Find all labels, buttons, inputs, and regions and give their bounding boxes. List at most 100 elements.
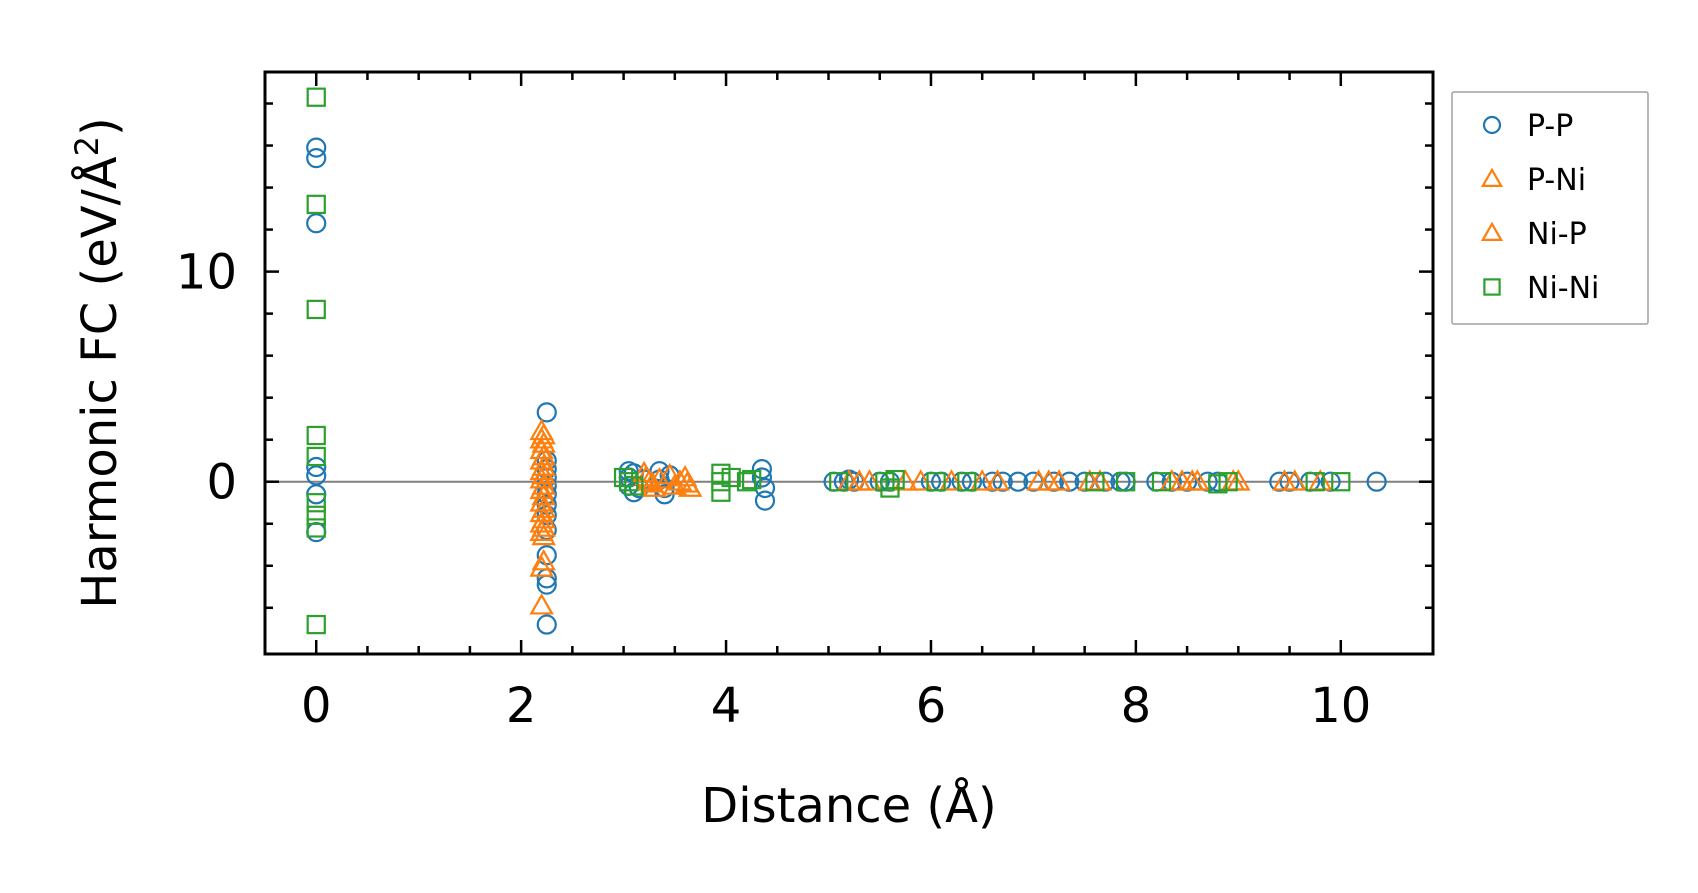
series-p-p — [306, 137, 1387, 635]
data-point — [754, 490, 776, 511]
data-point — [529, 555, 554, 577]
data-point — [306, 148, 327, 169]
data-point — [1218, 472, 1238, 492]
data-point — [1085, 472, 1105, 492]
y-axis-label: Harmonic FC (eV/Å2) — [68, 117, 128, 609]
data-point — [1320, 471, 1341, 492]
data-point — [306, 137, 327, 158]
data-point — [674, 471, 700, 493]
data-point — [667, 469, 693, 491]
data-point — [1115, 472, 1136, 492]
legend-marker-p-ni — [1480, 167, 1504, 187]
legend-marker-p-p — [1482, 115, 1502, 135]
data-point — [529, 437, 554, 460]
data-point — [306, 213, 327, 234]
data-point — [875, 472, 895, 492]
data-point — [1185, 469, 1210, 491]
data-point — [536, 402, 557, 423]
data-point — [908, 469, 933, 491]
data-point — [306, 87, 326, 107]
data-point — [531, 422, 556, 445]
data-point — [1208, 474, 1228, 494]
y-tick-label: 0 — [206, 455, 237, 511]
data-point — [529, 490, 554, 512]
data-point — [736, 472, 757, 492]
data-point — [306, 425, 326, 446]
x-tick-label: 6 — [916, 678, 947, 734]
data-point — [536, 545, 557, 566]
data-point — [721, 467, 741, 488]
data-points — [306, 87, 1387, 635]
x-tick-label: 8 — [1121, 678, 1152, 734]
series-ni-p — [531, 422, 1307, 571]
data-point — [1007, 471, 1029, 492]
data-point — [711, 482, 731, 502]
data-point — [1169, 469, 1195, 491]
data-point — [531, 473, 556, 495]
data-point — [531, 483, 556, 506]
data-point — [939, 469, 964, 491]
legend-label-ni-ni: Ni-Ni — [1527, 271, 1599, 306]
data-point — [969, 469, 995, 491]
plot-frame — [263, 70, 1435, 656]
data-point — [306, 493, 326, 513]
data-point — [306, 446, 326, 467]
data-point — [1046, 469, 1072, 491]
data-point — [992, 471, 1013, 492]
x-tick-label: 10 — [1310, 678, 1371, 734]
data-point — [711, 472, 731, 492]
data-point — [847, 469, 872, 491]
data-point — [957, 472, 977, 492]
data-point — [829, 472, 849, 492]
data-point — [647, 467, 672, 489]
data-point — [982, 471, 1003, 492]
data-point — [1151, 472, 1172, 492]
data-point — [1026, 469, 1051, 491]
x-tick-label: 2 — [506, 678, 537, 734]
x-axis-label: Distance (Å) — [701, 777, 996, 834]
data-point — [1282, 469, 1307, 491]
data-point — [306, 194, 326, 215]
x-tick-label: 4 — [711, 678, 742, 734]
y-axis-label-suffix: ) — [72, 117, 128, 136]
data-point — [306, 299, 326, 320]
data-point — [306, 518, 326, 538]
data-point — [1331, 472, 1351, 492]
data-point — [926, 472, 946, 492]
data-point — [306, 505, 326, 525]
data-point — [531, 515, 556, 537]
data-point — [306, 614, 326, 635]
legend-marker-ni-ni — [1483, 278, 1501, 296]
data-point — [531, 462, 556, 485]
data-point — [640, 471, 665, 493]
legend-label-p-ni: P-Ni — [1527, 163, 1586, 198]
data-point — [624, 476, 644, 496]
x-tick-label: 0 — [301, 678, 332, 734]
data-point — [306, 456, 327, 478]
legend-marker-ni-p — [1480, 221, 1504, 241]
data-point — [751, 467, 773, 488]
data-point — [529, 593, 554, 615]
series-ni-ni — [306, 87, 1351, 635]
y-tick-label: 10 — [176, 245, 237, 301]
data-point — [536, 614, 557, 635]
data-point — [751, 459, 773, 480]
data-point — [1059, 471, 1080, 492]
data-point — [742, 469, 762, 490]
data-point — [531, 523, 556, 546]
data-point — [619, 472, 639, 492]
data-point — [1305, 472, 1325, 492]
y-axis-label-prefix: Harmonic FC (eV/Å — [71, 156, 128, 609]
data-point — [1366, 471, 1387, 492]
data-point — [985, 469, 1010, 491]
data-point — [885, 469, 905, 490]
y-axis-label-superscript: 2 — [68, 136, 106, 156]
legend-box — [1451, 91, 1649, 325]
data-point — [531, 548, 556, 571]
data-point — [1279, 471, 1300, 492]
legend: P-P P-Ni Ni-P Ni-Ni — [1451, 91, 1649, 325]
data-point — [306, 522, 327, 543]
series-p-ni — [529, 418, 1333, 615]
legend-label-ni-p: Ni-P — [1527, 217, 1587, 252]
